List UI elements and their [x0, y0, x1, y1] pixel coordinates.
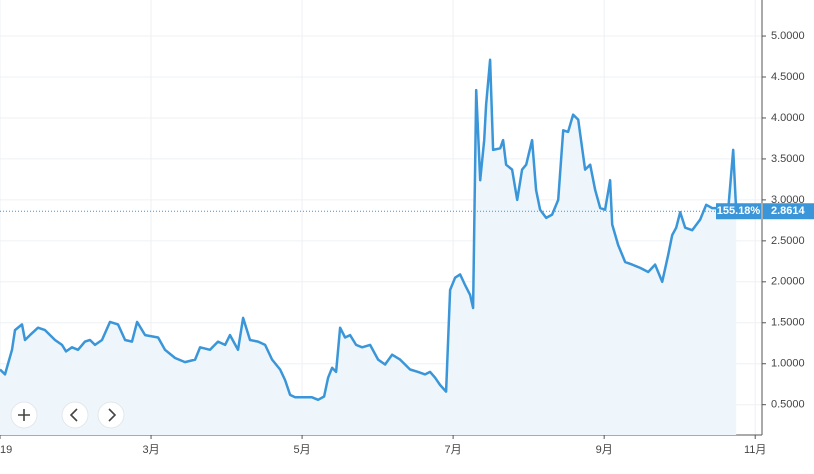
y-tick-label: 3.0000: [771, 194, 805, 206]
x-tick-label: 7月: [445, 444, 462, 456]
change-badge: [716, 203, 761, 220]
x-tick-label: 9月: [596, 444, 613, 456]
x-tick-label: 11月: [744, 444, 766, 456]
y-tick-label: 4.0000: [771, 112, 805, 124]
y-tick-label: 2.5000: [771, 235, 805, 247]
area-fill: [0, 59, 737, 436]
y-tick-label: 0.5000: [771, 399, 805, 411]
zoom-in-icon: [18, 409, 30, 421]
change-label: 155.18%: [717, 205, 761, 217]
y-tick-label: 5.0000: [771, 30, 805, 42]
scroll-left-button[interactable]: [61, 401, 89, 429]
scroll-left-icon: [69, 408, 78, 422]
scroll-right-icon: [108, 408, 117, 422]
chart-controls: [10, 401, 125, 429]
x-tick-label: 5月: [294, 444, 311, 456]
y-tick-label: 2.0000: [771, 276, 805, 288]
y-tick-label: 3.5000: [771, 153, 805, 165]
x-tick-label: 2019: [0, 444, 12, 456]
x-tick-label: 3月: [142, 444, 159, 456]
last-value-label: 2.8614: [771, 205, 806, 217]
scroll-right-button[interactable]: [97, 401, 125, 429]
price-line: [0, 58, 738, 402]
y-tick-label: 4.5000: [771, 71, 805, 83]
y-tick-label: 1.5000: [771, 317, 805, 329]
last-value-badge: [763, 203, 814, 220]
y-tick-label: 1.0000: [771, 358, 805, 370]
